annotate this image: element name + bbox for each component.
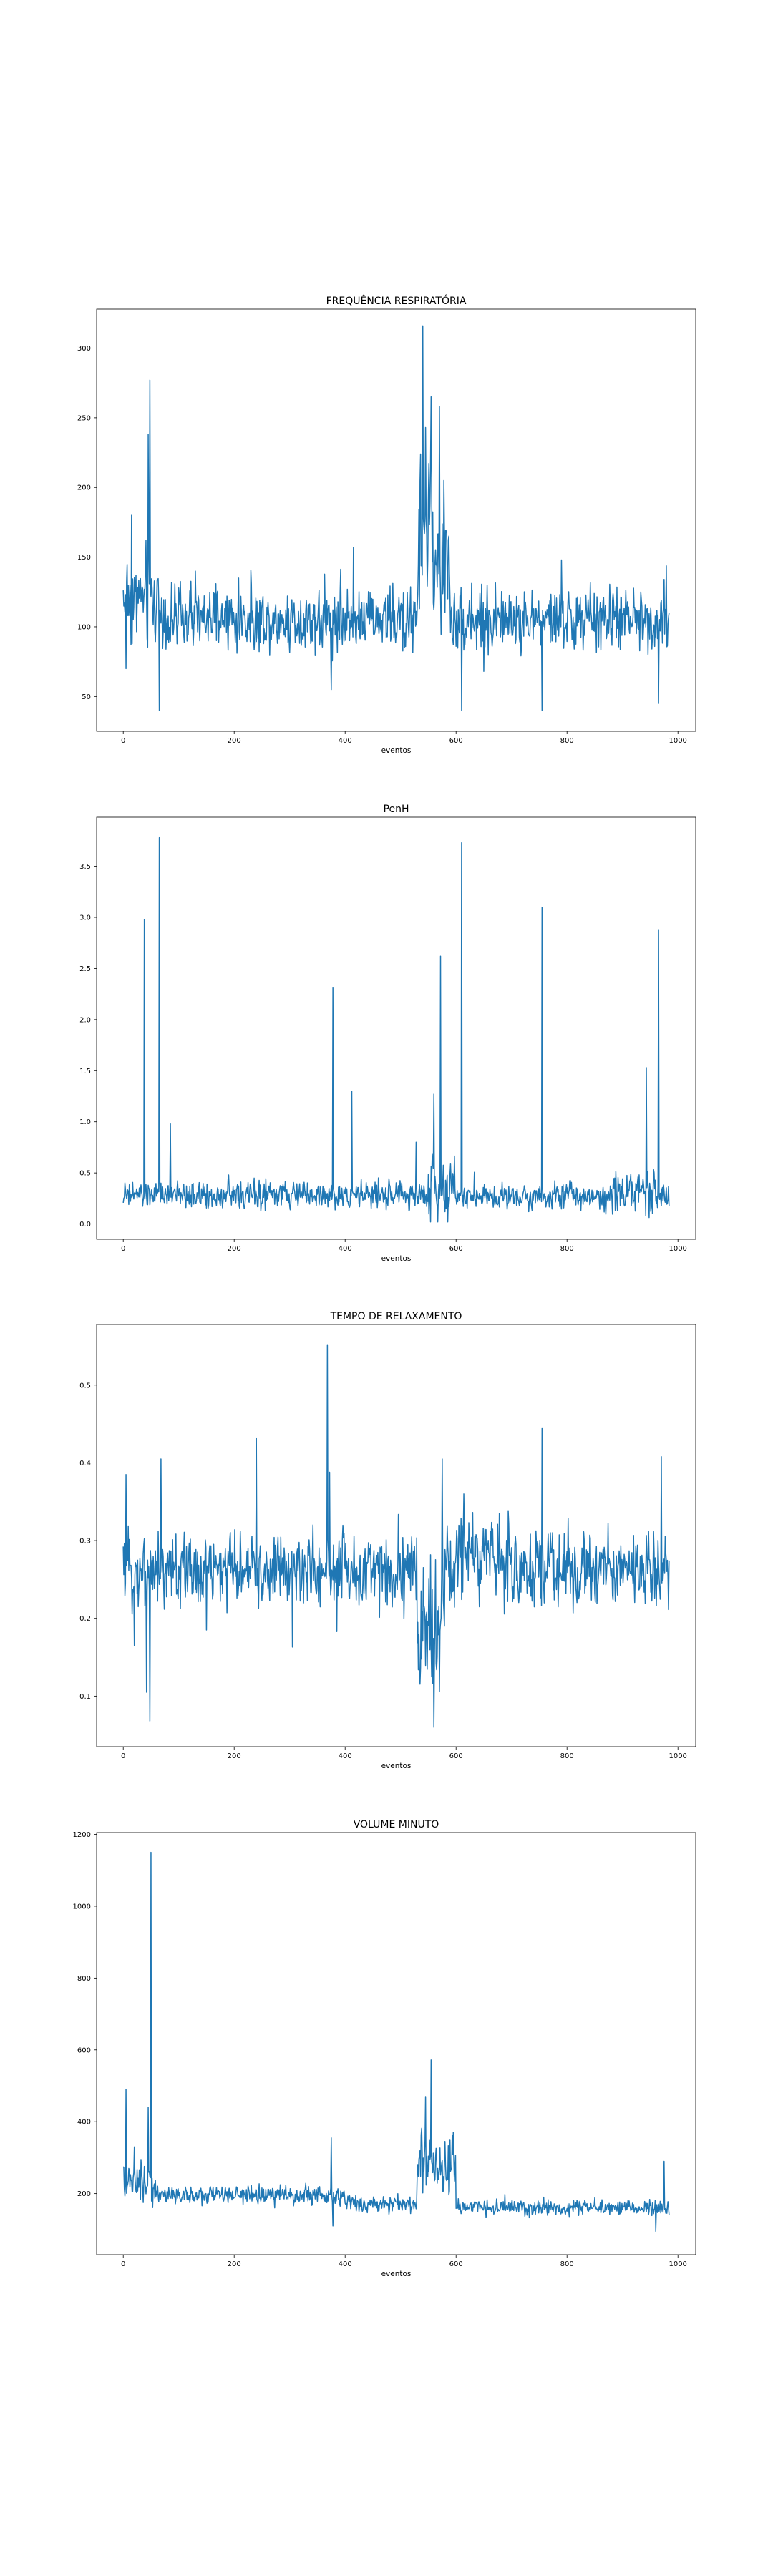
chart-title: VOLUME MINUTO	[354, 1819, 439, 1830]
x-tick-label: 800	[560, 737, 574, 745]
y-tick-label: 0.1	[79, 1693, 91, 1701]
chart-panel-2: PenH 0 200 400 600 800 1000 0.0 0.5 1.0 1.5 2.0 2.5 3…	[79, 804, 696, 1263]
plot-frame	[96, 1832, 696, 2255]
plot-frame	[96, 1324, 696, 1747]
series-line	[122, 1344, 670, 1728]
x-tick-label: 800	[560, 1752, 574, 1760]
x-tick-label: 200	[228, 737, 241, 745]
x-tick-label: 0	[121, 1752, 125, 1760]
plot-frame	[96, 816, 696, 1240]
y-tick-label: 0.5	[79, 1382, 91, 1390]
x-tick-label: 0	[121, 2260, 125, 2268]
y-tick-label: 1.0	[79, 1118, 91, 1126]
y-tick-label: 0.3	[79, 1538, 91, 1546]
y-tick-label: 1200	[73, 1831, 91, 1839]
chart-title: FREQUÊNCIA RESPIRATÓRIA	[326, 294, 467, 307]
y-tick-label: 600	[77, 2046, 91, 2054]
series-line	[122, 325, 670, 711]
x-tick-label: 600	[449, 737, 463, 745]
x-axis-label: eventos	[381, 1254, 412, 1263]
x-tick-label: 0	[121, 737, 125, 745]
y-tick-label: 800	[77, 1975, 91, 1983]
x-tick-label: 400	[339, 1752, 352, 1760]
x-axis-label: eventos	[381, 1762, 412, 1770]
plot-frame	[96, 308, 696, 732]
y-tick-label: 400	[77, 2119, 91, 2127]
x-tick-label: 200	[228, 1752, 241, 1760]
x-tick-label: 1000	[669, 737, 686, 745]
y-tick-label: 150	[77, 554, 91, 562]
x-tick-label: 200	[228, 1245, 241, 1253]
y-tick-label: 3.0	[79, 914, 91, 922]
x-tick-label: 400	[339, 2260, 352, 2268]
chart-panel-3: TEMPO DE RELAXAMENTO 0 200 400 600 800 1000 0.1…	[79, 1311, 696, 1770]
chart-panel-1: FREQUÊNCIA RESPIRATÓRIA 0 200 400 600 800 1000…	[77, 294, 696, 755]
y-tick-label: 0.4	[79, 1460, 91, 1468]
y-tick-label: 2.5	[79, 965, 91, 973]
y-tick-label: 1.5	[79, 1068, 91, 1075]
y-tick-label: 0.0	[79, 1221, 91, 1229]
x-tick-label: 1000	[669, 2260, 686, 2268]
y-tick-label: 1000	[73, 1903, 91, 1911]
x-tick-label: 800	[560, 1245, 574, 1253]
series-line	[122, 836, 670, 1223]
x-tick-label: 800	[560, 2260, 574, 2268]
y-tick-label: 50	[82, 693, 91, 701]
y-tick-label: 100	[77, 623, 91, 631]
y-tick-label: 200	[77, 2190, 91, 2198]
y-tick-label: 0.5	[79, 1170, 91, 1178]
x-tick-label: 400	[339, 1245, 352, 1253]
x-tick-label: 400	[339, 737, 352, 745]
chart-panel-4: VOLUME MINUTO 0 200 400 600 800 1000 200 400 600 8…	[73, 1819, 696, 2278]
y-tick-label: 3.5	[79, 863, 91, 871]
series-line	[122, 1851, 670, 2233]
x-tick-label: 0	[121, 1245, 125, 1253]
y-tick-label: 0.2	[79, 1615, 91, 1623]
x-tick-label: 600	[449, 1245, 463, 1253]
x-axis-label: eventos	[381, 746, 412, 755]
y-tick-label: 2.0	[79, 1016, 91, 1024]
x-tick-label: 600	[449, 2260, 463, 2268]
x-tick-label: 200	[228, 2260, 241, 2268]
chart-title: PenH	[384, 804, 409, 815]
chart-title: TEMPO DE RELAXAMENTO	[330, 1311, 462, 1322]
x-axis-label: eventos	[381, 2270, 412, 2278]
x-tick-label: 1000	[669, 1245, 686, 1253]
y-tick-label: 250	[77, 414, 91, 422]
y-tick-label: 200	[77, 484, 91, 492]
x-tick-label: 1000	[669, 1752, 686, 1760]
x-tick-label: 600	[449, 1752, 463, 1760]
y-tick-label: 300	[77, 345, 91, 353]
